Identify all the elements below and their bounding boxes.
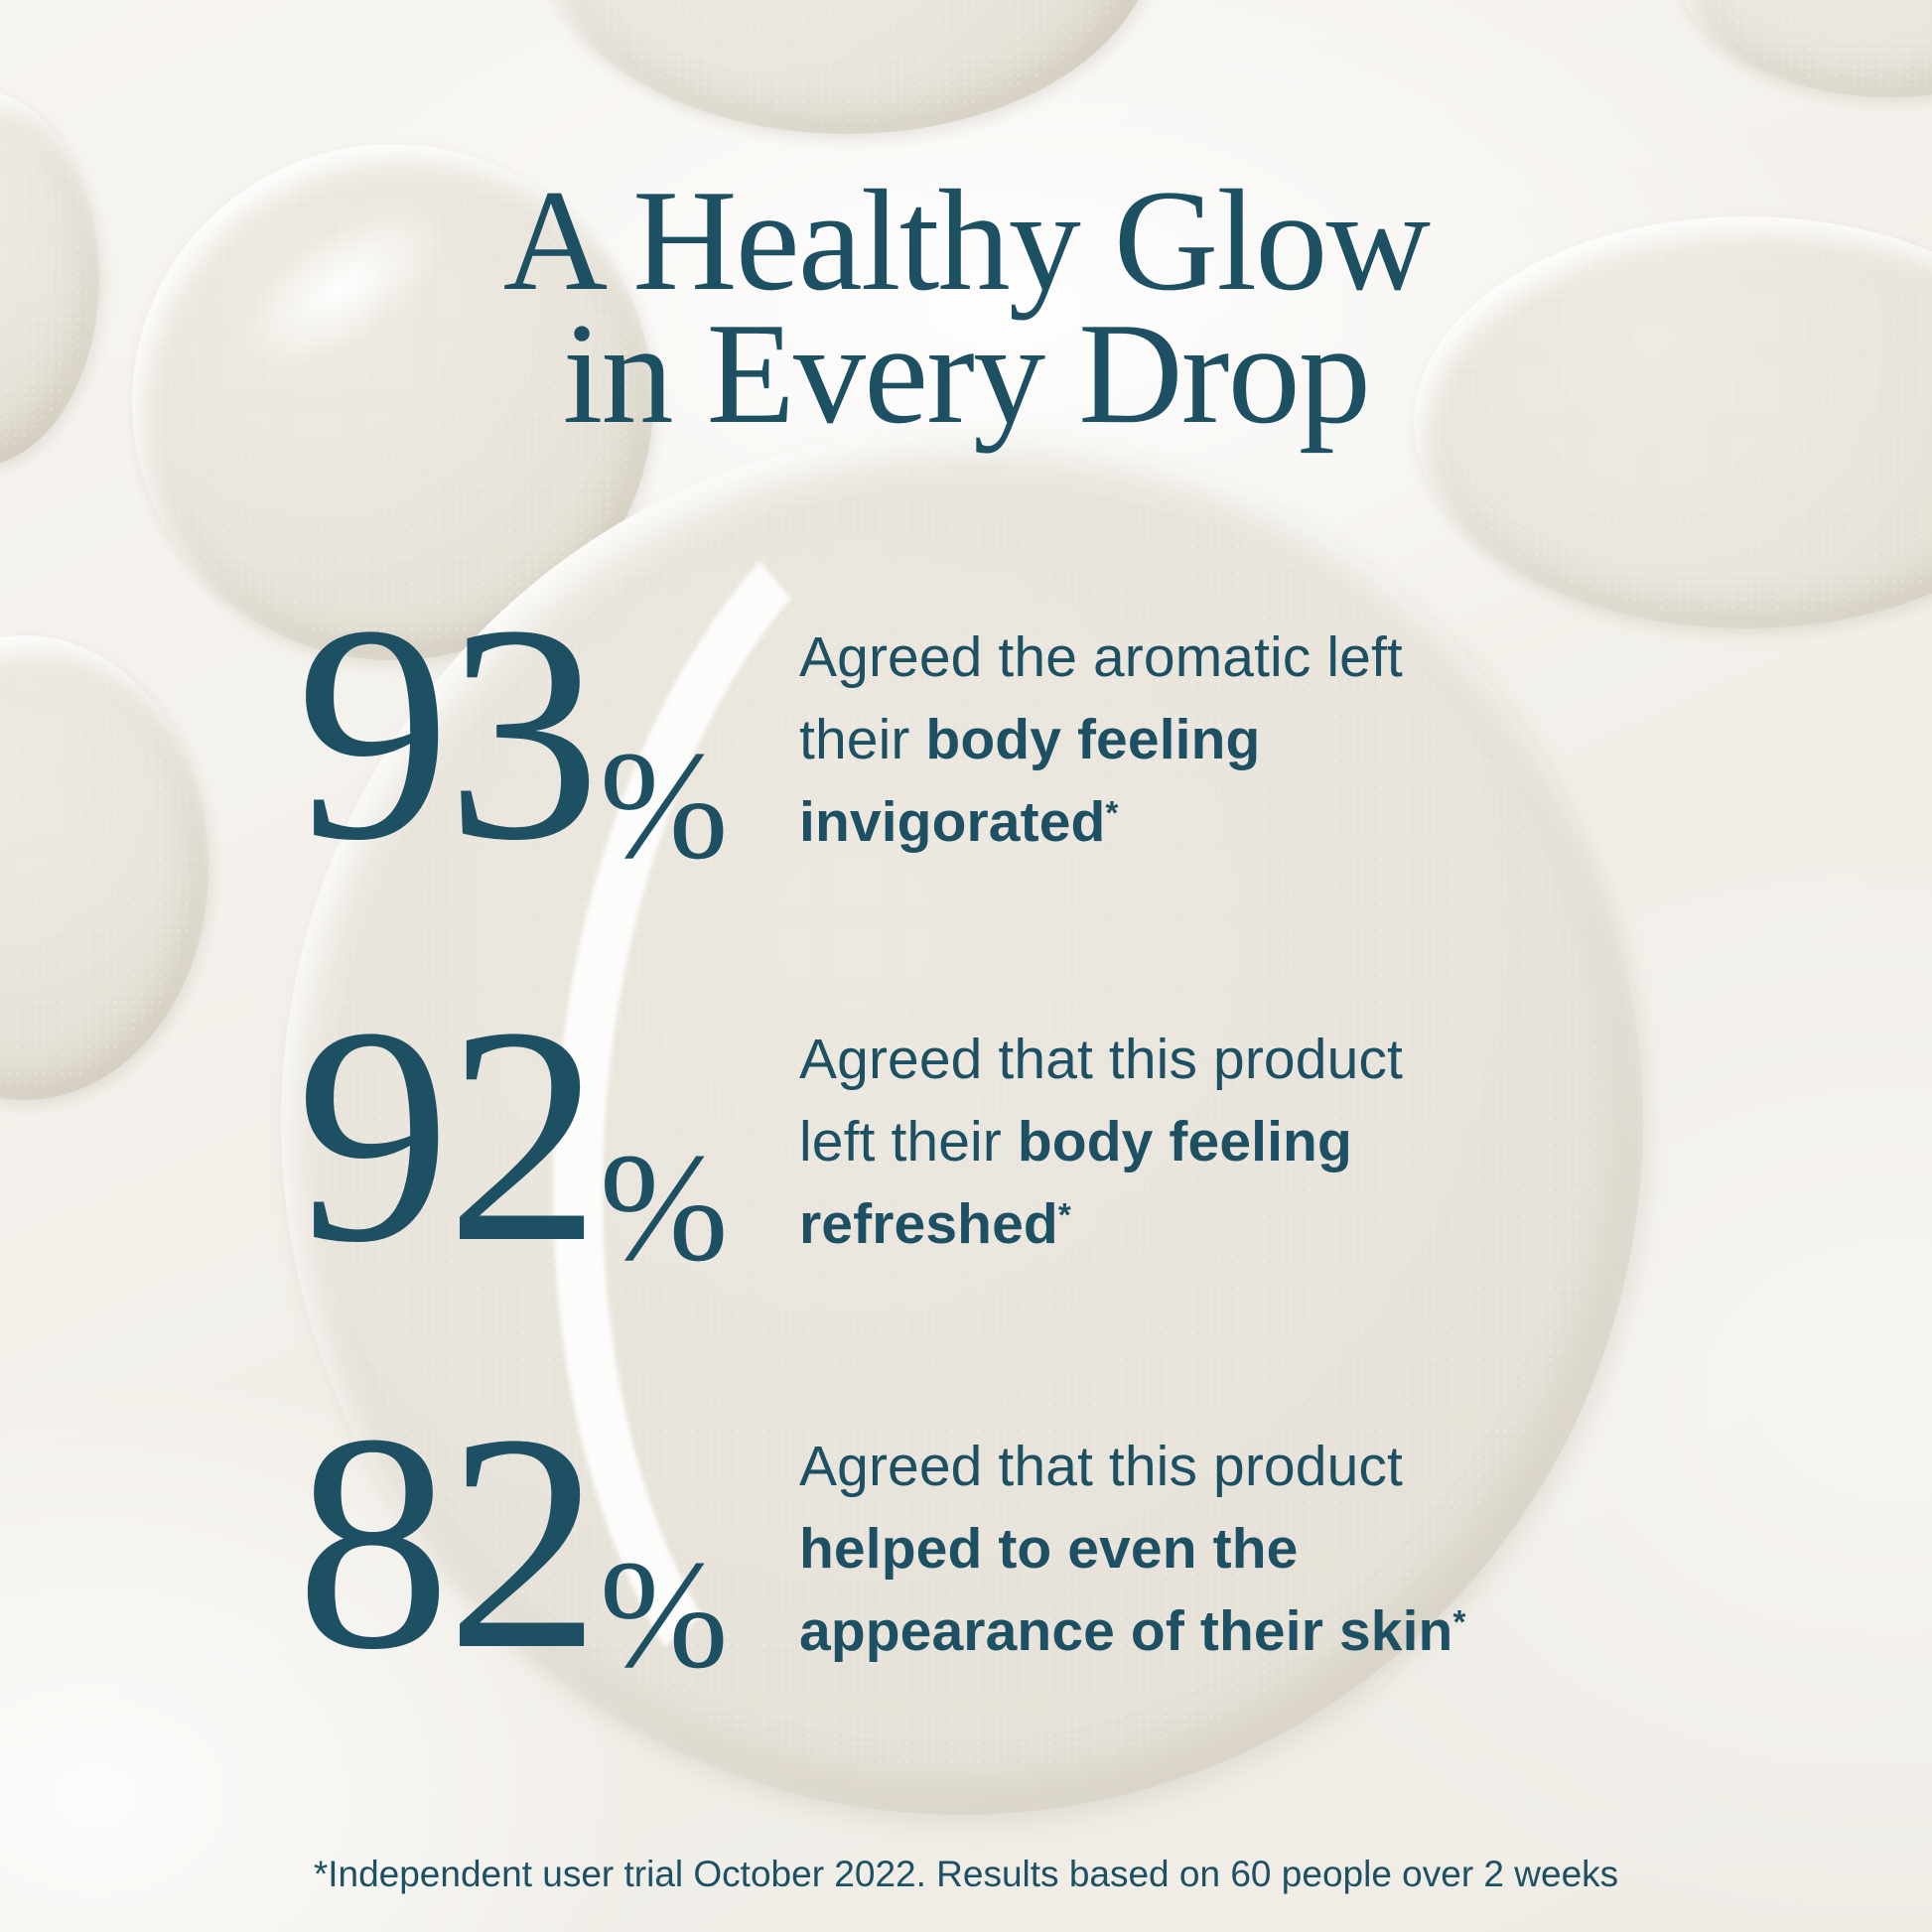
stat-description-line: invigorated* <box>799 790 1119 854</box>
percent-sign: % <box>599 1528 729 1701</box>
stat-row: 93% Agreed the aromatic left their body … <box>296 579 1403 889</box>
stat-description-line: Agreed that this product <box>799 1435 1403 1498</box>
stat-number: 93 <box>296 562 601 904</box>
stat-description-line: Agreed the aromatic left <box>799 625 1403 689</box>
footnote-disclaimer: *Independent user trial October 2022. Re… <box>313 1854 1619 1894</box>
stat-number: 92 <box>296 964 601 1307</box>
title-line-1: A Healthy Glow <box>502 160 1431 321</box>
asterisk: * <box>1105 794 1119 832</box>
stat-description-line: Agreed that this product <box>799 1028 1403 1091</box>
stat-description: Agreed the aromatic left their body feel… <box>799 579 1403 868</box>
percent-sign: % <box>599 1121 729 1294</box>
page-title: A Healthy Glow in Every Drop <box>0 160 1932 455</box>
droplet-top-right-corner <box>1676 0 1932 97</box>
droplet-top-center <box>539 0 1155 134</box>
stat-description-line: appearance of their skin* <box>799 1599 1466 1663</box>
droplet-central-large <box>281 429 1643 1815</box>
droplet-right <box>1414 216 1932 628</box>
stat-row: 82% Agreed that this product helped to e… <box>296 1388 1465 1698</box>
stat-description: Agreed that this product helped to even … <box>799 1388 1465 1677</box>
stat-row: 92% Agreed that this product left their … <box>296 981 1403 1291</box>
stat-value: 82% <box>296 1388 758 1698</box>
asterisk: * <box>1057 1196 1071 1234</box>
title-line-2: in Every Drop <box>562 293 1371 455</box>
stat-description: Agreed that this product left their body… <box>799 981 1403 1270</box>
stat-description-line: helped to even the <box>799 1517 1299 1581</box>
stat-number: 82 <box>296 1371 601 1714</box>
stat-description-line: left their body feeling <box>799 1110 1352 1173</box>
stat-value: 92% <box>296 981 758 1291</box>
stat-description-line: refreshed* <box>799 1192 1071 1256</box>
percent-sign: % <box>599 719 729 892</box>
stat-value: 93% <box>296 579 758 889</box>
asterisk: * <box>1452 1603 1466 1641</box>
droplet-left-middle <box>0 635 208 1100</box>
stat-description-line: their body feeling <box>799 708 1261 771</box>
